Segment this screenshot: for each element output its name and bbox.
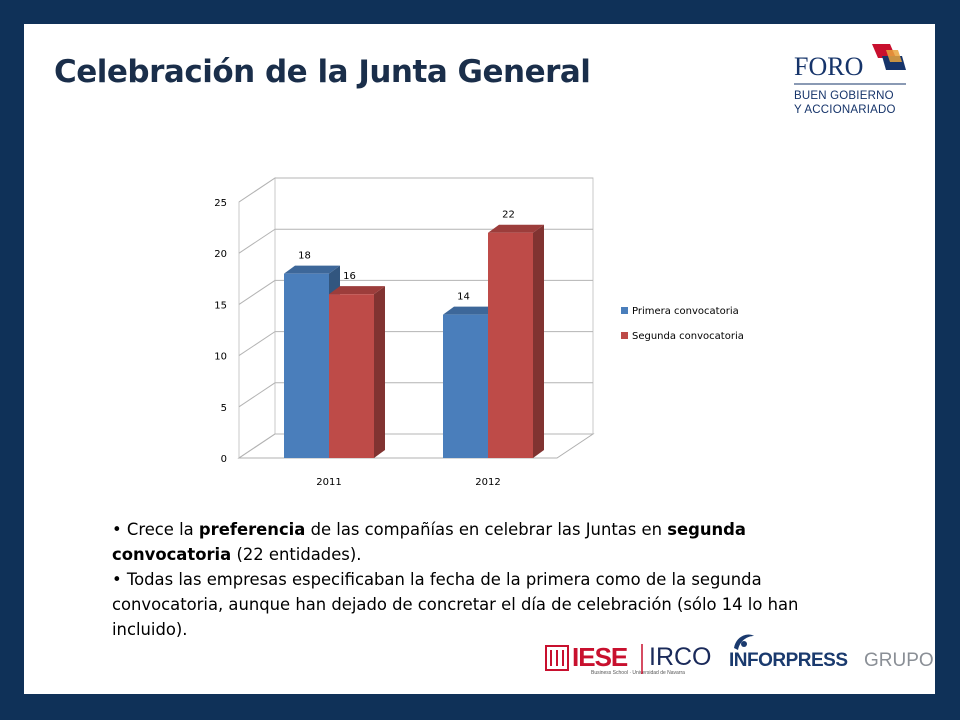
data-label: 22 xyxy=(502,210,515,221)
y-tick-label: 25 xyxy=(214,198,227,209)
iese-logo-sub: Business School · Universidad de Navarra xyxy=(591,670,685,676)
x-tick-label: 2011 xyxy=(316,477,341,488)
bullet-item: • Todas las empresas especificaban la fe… xyxy=(112,567,847,642)
x-tick-label: 2012 xyxy=(475,477,500,488)
inforpress-logo-text: INFORPRESS xyxy=(729,650,848,671)
data-label: 18 xyxy=(298,251,311,262)
y-tick-label: 20 xyxy=(214,249,227,260)
bullet-text: de las compañías en celebrar las Juntas … xyxy=(305,520,668,539)
grupo-logo-text: GRUPO xyxy=(864,650,934,671)
bar-front xyxy=(488,232,533,458)
legend-swatch xyxy=(621,332,628,339)
irco-logo-text: IRCO xyxy=(649,643,712,671)
bullet-list: • Crece la preferencia de las compañías … xyxy=(112,517,847,642)
foro-logo-icon xyxy=(794,44,906,85)
foro-logo-line1: BUEN GOBIERNO xyxy=(794,90,894,102)
bar-front xyxy=(329,294,374,458)
data-label: 14 xyxy=(457,292,470,303)
inforpress-swoosh-icon xyxy=(734,634,754,650)
bullet-dot-icon: • xyxy=(112,570,127,589)
bar-chart: 0 5 10 15 20 25 18 16 2011 14 22 2012 Primera convoc… xyxy=(214,177,744,488)
bar-top xyxy=(443,306,499,315)
bullet-dot-icon: • xyxy=(112,520,127,539)
bar-top xyxy=(284,265,340,274)
bar-side xyxy=(374,286,385,458)
foro-logo-word: FORO xyxy=(794,52,864,81)
bullet-text: Todas las empresas especificaban la fech… xyxy=(112,570,799,639)
bar-front xyxy=(443,314,488,458)
y-tick-label: 5 xyxy=(221,403,227,414)
bullet-text: (22 entidades). xyxy=(231,545,362,564)
bar-side xyxy=(533,224,544,458)
bullet-emphasis: preferencia xyxy=(198,520,306,539)
data-label: 16 xyxy=(343,271,356,282)
y-tick-label: 10 xyxy=(214,352,227,363)
bullet-item: • Crece la preferencia de las compañías … xyxy=(112,517,847,567)
bar-top xyxy=(488,224,544,233)
iese-logo-text: IESE xyxy=(572,642,628,672)
logo-divider xyxy=(641,644,643,674)
foro-logo-line2: Y ACCIONARIADO xyxy=(794,104,896,116)
bar xyxy=(329,286,385,458)
y-tick-label: 0 xyxy=(221,454,227,465)
page-title: Celebración de la Junta General xyxy=(54,54,591,90)
bullet-emphasis: segunda convocatoria xyxy=(112,520,746,564)
bar-front xyxy=(284,273,329,458)
bar xyxy=(488,224,544,458)
bar-top xyxy=(329,286,385,295)
legend-swatch xyxy=(621,307,628,314)
legend-label: Segunda convocatoria xyxy=(632,331,744,342)
legend-label: Primera convocatoria xyxy=(632,306,739,317)
foro-logo: FORO BUEN GOBIERNO Y ACCIONARIADO xyxy=(794,42,914,132)
bullet-text: Crece la xyxy=(126,520,199,539)
slide: Celebración de la Junta General FORO BUE… xyxy=(24,24,935,694)
y-tick-label: 15 xyxy=(214,300,227,311)
sponsor-logos: IESE Business School · Universidad de Na… xyxy=(544,630,934,682)
iese-shield-icon xyxy=(545,645,569,671)
